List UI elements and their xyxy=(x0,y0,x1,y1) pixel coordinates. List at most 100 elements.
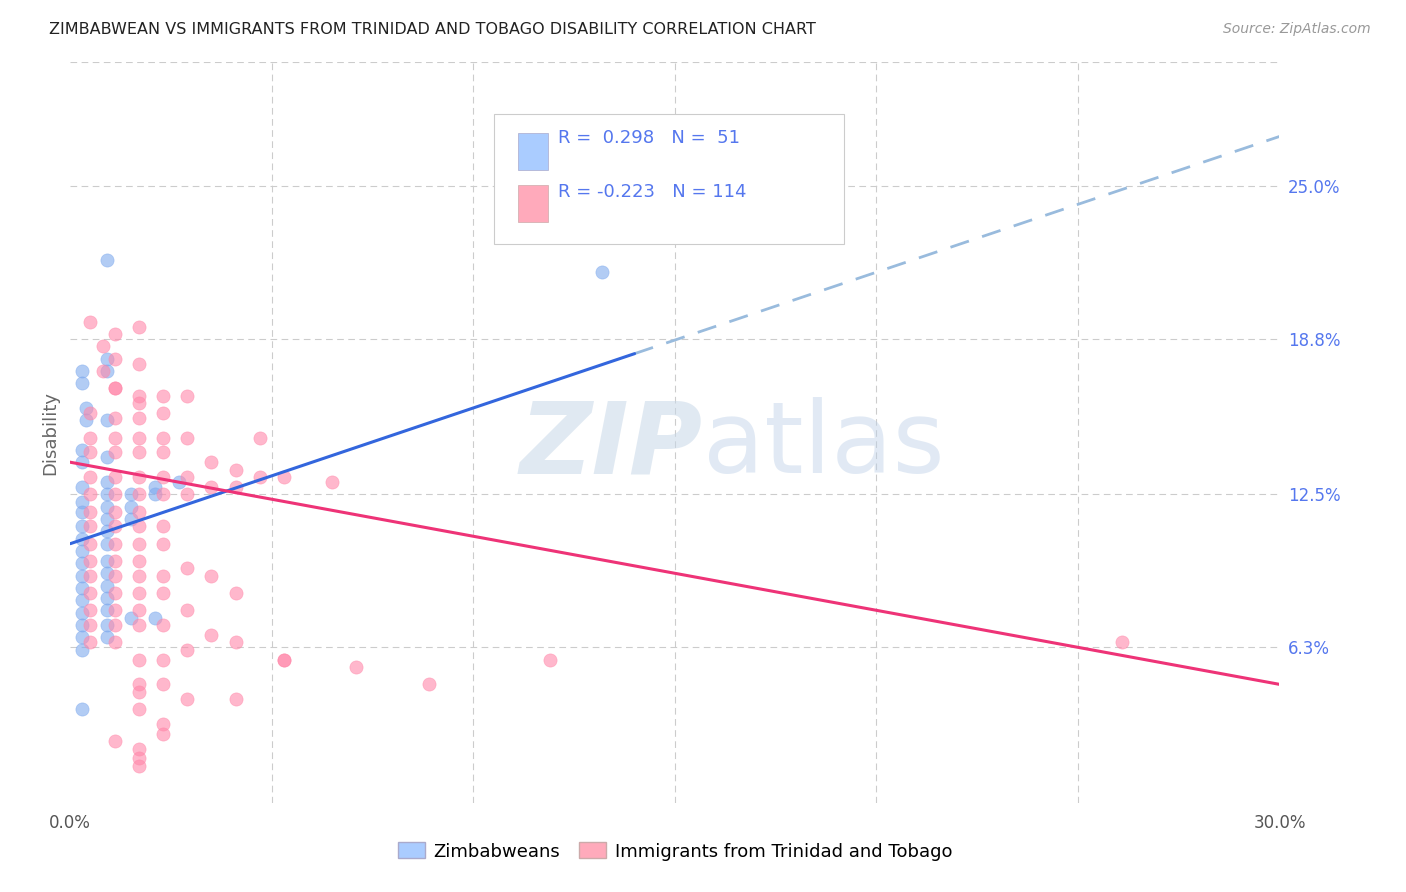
Point xyxy=(128,536,150,550)
Point xyxy=(96,252,118,267)
Point xyxy=(152,716,174,731)
Text: R =  0.298   N =  51: R = 0.298 N = 51 xyxy=(558,129,740,147)
Point xyxy=(273,653,295,667)
Point xyxy=(72,505,94,519)
Point xyxy=(591,265,613,279)
Point xyxy=(79,586,101,600)
Point xyxy=(72,519,94,533)
Point xyxy=(104,445,127,459)
Point xyxy=(225,692,247,706)
Point xyxy=(152,568,174,582)
Point xyxy=(152,431,174,445)
Point xyxy=(176,603,198,617)
Point xyxy=(104,431,127,445)
Point xyxy=(225,480,247,494)
Point xyxy=(128,319,150,334)
Point xyxy=(104,734,127,748)
Point xyxy=(176,692,198,706)
Point xyxy=(152,445,174,459)
Point xyxy=(176,487,198,501)
Point xyxy=(96,450,118,465)
Point xyxy=(1111,635,1133,649)
FancyBboxPatch shape xyxy=(494,114,844,244)
Text: R = -0.223   N = 114: R = -0.223 N = 114 xyxy=(558,183,747,201)
Point xyxy=(152,586,174,600)
Point xyxy=(128,586,150,600)
Point xyxy=(96,351,118,366)
Point xyxy=(79,519,101,533)
Point xyxy=(72,442,94,457)
Point xyxy=(79,431,101,445)
Point xyxy=(225,462,247,476)
Point xyxy=(79,536,101,550)
Point xyxy=(79,603,101,617)
Point xyxy=(152,388,174,402)
Point xyxy=(104,519,127,533)
Point xyxy=(72,376,94,391)
Point xyxy=(128,685,150,699)
Point xyxy=(152,653,174,667)
Point xyxy=(128,741,150,756)
Point xyxy=(176,388,198,402)
Point xyxy=(72,494,94,508)
Point xyxy=(104,618,127,632)
Point xyxy=(200,628,222,642)
Point xyxy=(72,642,94,657)
Point xyxy=(104,326,127,341)
Point xyxy=(75,413,97,427)
Point xyxy=(104,603,127,617)
Point xyxy=(128,505,150,519)
Point xyxy=(91,364,114,378)
Point xyxy=(96,500,118,514)
Point xyxy=(96,618,118,632)
Point xyxy=(104,381,127,395)
Point xyxy=(79,470,101,484)
Point xyxy=(128,751,150,765)
Point xyxy=(104,554,127,568)
Point xyxy=(104,487,127,501)
Point xyxy=(72,631,94,645)
Point xyxy=(104,381,127,395)
Point xyxy=(72,364,94,378)
Point xyxy=(128,487,150,501)
Point xyxy=(104,635,127,649)
Point xyxy=(152,406,174,420)
Point xyxy=(152,618,174,632)
Point xyxy=(120,512,142,526)
Point xyxy=(104,351,127,366)
Point xyxy=(346,660,368,674)
Point xyxy=(96,524,118,539)
Point xyxy=(249,431,271,445)
Text: ZIMBABWEAN VS IMMIGRANTS FROM TRINIDAD AND TOBAGO DISABILITY CORRELATION CHART: ZIMBABWEAN VS IMMIGRANTS FROM TRINIDAD A… xyxy=(49,22,815,37)
Point xyxy=(152,519,174,533)
Point xyxy=(79,568,101,582)
Point xyxy=(104,410,127,425)
FancyBboxPatch shape xyxy=(517,133,548,169)
Point xyxy=(152,487,174,501)
Point xyxy=(418,677,440,691)
Point xyxy=(225,586,247,600)
Point xyxy=(72,568,94,582)
Point xyxy=(128,357,150,371)
Point xyxy=(200,568,222,582)
Point xyxy=(200,480,222,494)
Point xyxy=(249,470,271,484)
Point xyxy=(273,653,295,667)
Point xyxy=(96,512,118,526)
Point xyxy=(128,431,150,445)
Point xyxy=(79,314,101,328)
Point xyxy=(96,536,118,550)
Point xyxy=(143,610,166,624)
Point xyxy=(79,487,101,501)
Point xyxy=(72,480,94,494)
Point xyxy=(96,631,118,645)
Point xyxy=(128,445,150,459)
Point xyxy=(104,470,127,484)
Text: Source: ZipAtlas.com: Source: ZipAtlas.com xyxy=(1223,22,1371,37)
Point xyxy=(104,586,127,600)
Point xyxy=(72,593,94,607)
Point xyxy=(128,677,150,691)
Point xyxy=(176,431,198,445)
Point xyxy=(91,339,114,353)
Point xyxy=(96,579,118,593)
